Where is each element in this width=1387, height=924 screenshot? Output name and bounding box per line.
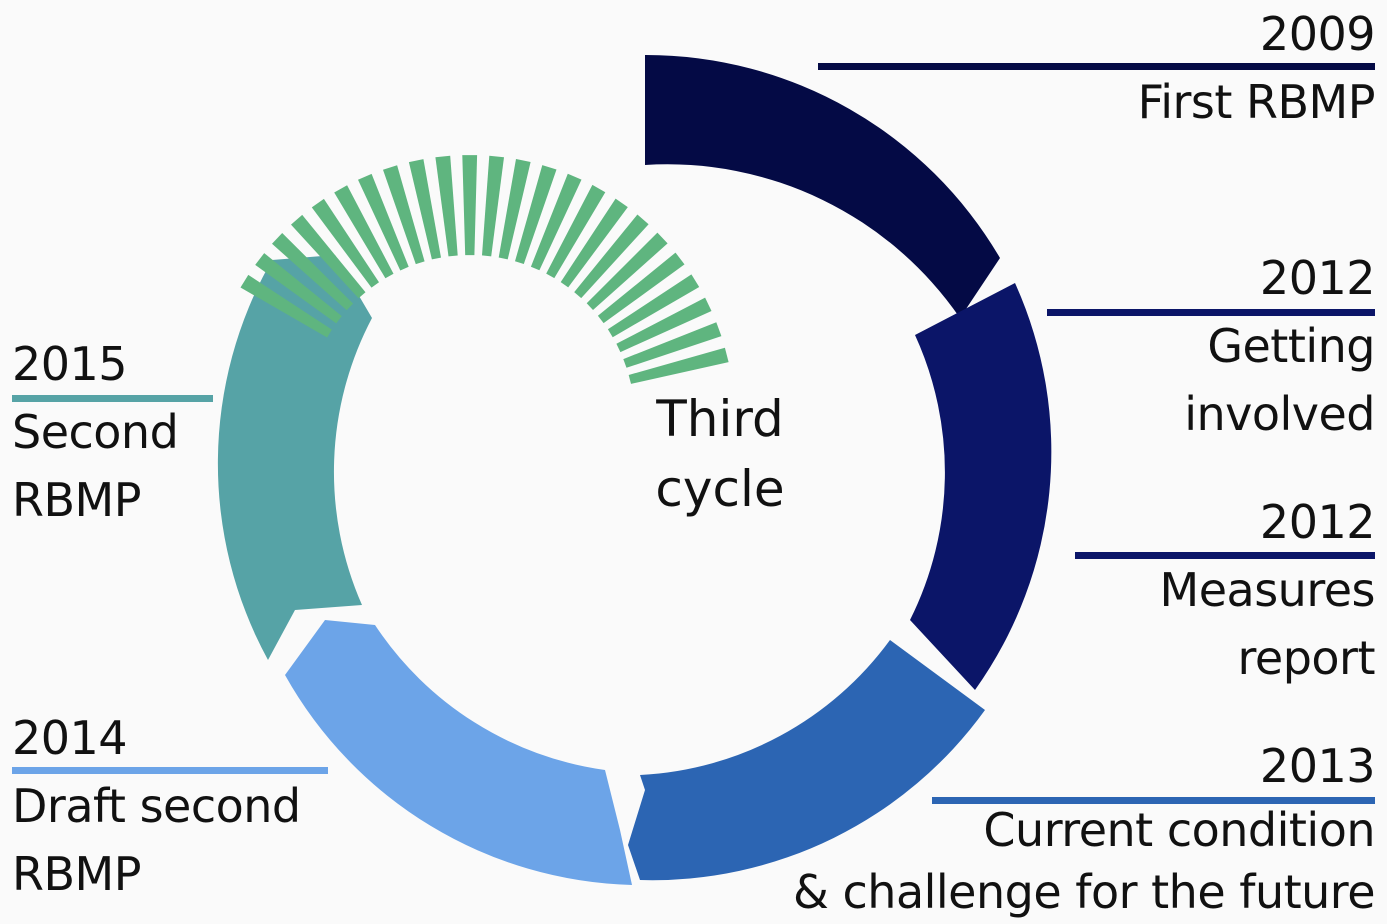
third-cycle-stripe: [311, 198, 379, 288]
third-cycle-stripe: [530, 173, 582, 271]
third-cycle-stripe: [515, 165, 557, 264]
label-draft-second: 2014 Draft second RBMP: [12, 704, 301, 908]
segment-current-condition: [628, 640, 985, 881]
third-cycle-stripe: [574, 214, 649, 299]
third-cycle-stripe: [616, 297, 712, 353]
segment-getting-involved: [910, 283, 1052, 690]
text-current-condition-1: Current condition: [983, 803, 1375, 857]
center-line-2: cycle: [655, 460, 785, 518]
year-getting-involved: 2012: [1259, 251, 1376, 305]
third-cycle-stripe: [482, 155, 504, 257]
rule-second-rbmp: [12, 395, 213, 402]
third-cycle-stripe: [435, 155, 458, 257]
label-measures-report: 2012 Measures report: [1159, 488, 1376, 692]
rule-measures-report: [1075, 552, 1375, 559]
year-draft-second: 2014: [12, 711, 128, 765]
segment-second-rbmp: [217, 255, 372, 660]
third-cycle-stripe: [498, 159, 531, 260]
rule-current-condition: [932, 797, 1375, 804]
center-label: Third cycle: [620, 384, 820, 524]
label-second-rbmp: 2015 Second RBMP: [12, 330, 179, 534]
segment-draft-second: [285, 620, 632, 885]
third-cycle-stripe: [597, 252, 685, 324]
third-cycle-stripe: [334, 185, 394, 279]
third-cycle-stripe: [383, 165, 425, 265]
year-first-rbmp: 2009: [1259, 7, 1376, 61]
segment-first-rbmp: [645, 54, 1000, 319]
label-current-condition: 2013 Current condition & challenge for t…: [793, 733, 1376, 923]
rule-draft-second: [12, 767, 328, 774]
rule-first-rbmp: [818, 63, 1375, 70]
text-getting-involved-2: involved: [1184, 387, 1375, 441]
third-cycle-stripe: [255, 253, 342, 324]
year-second-rbmp: 2015: [12, 337, 128, 391]
third-cycle-arc: [240, 155, 729, 384]
third-cycle-stripe: [240, 274, 332, 338]
text-second-rbmp-1: Second: [12, 405, 179, 459]
year-measures-report: 2012: [1259, 495, 1376, 549]
third-cycle-stripe: [462, 155, 478, 256]
third-cycle-stripe: [586, 232, 668, 310]
text-second-rbmp-2: RBMP: [12, 473, 141, 527]
third-cycle-stripe: [291, 214, 366, 299]
third-cycle-stripe: [560, 198, 628, 288]
third-cycle-stripe: [272, 233, 354, 311]
third-cycle-stripe: [623, 322, 722, 368]
text-measures-report-1: Measures: [1159, 563, 1376, 617]
text-draft-second-2: RBMP: [12, 847, 141, 901]
label-getting-involved: 2012 Getting involved: [1184, 244, 1375, 448]
text-draft-second-1: Draft second: [12, 779, 301, 833]
year-current-condition: 2013: [1259, 739, 1376, 793]
rule-getting-involved: [1047, 309, 1375, 316]
third-cycle-stripe: [628, 347, 729, 384]
text-getting-involved-1: Getting: [1207, 319, 1375, 373]
text-measures-report-2: report: [1237, 631, 1376, 685]
center-line-1: Third: [656, 390, 784, 448]
label-first-rbmp: 2009 First RBMP: [1137, 0, 1376, 136]
third-cycle-stripe: [408, 159, 441, 260]
third-cycle-stripe: [607, 274, 700, 338]
text-first-rbmp: First RBMP: [1137, 75, 1376, 129]
text-current-condition-2: & challenge for the future: [793, 865, 1376, 919]
third-cycle-stripe: [358, 173, 409, 271]
third-cycle-stripe: [546, 184, 606, 279]
